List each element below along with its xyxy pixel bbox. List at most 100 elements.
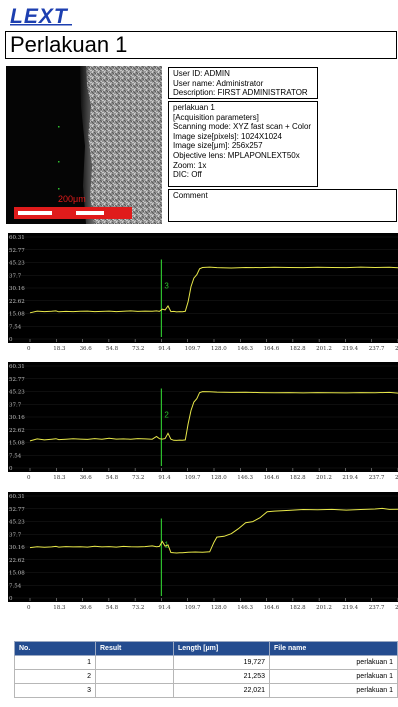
param-line: Scanning mode: XYZ fast scan + Color xyxy=(173,122,312,132)
x-tick-label: 164.6 xyxy=(264,346,280,352)
scale-label: 200μm xyxy=(58,194,86,204)
col-header-length: Length [µm] xyxy=(173,641,270,656)
profile-chart-svg: 60.31 52.77 45.23 37.7 30.16 22.62 15.08 7.54 0 0… xyxy=(8,492,398,611)
x-tick-label: 164.6 xyxy=(264,475,280,481)
x-tick-label: 219.4 xyxy=(342,475,358,481)
profile-chart-1: 60.31 52.77 45.23 37.7 30.16 22.62 15.08 7.54 0 0… xyxy=(0,492,398,618)
y-tick-label: 22.62 xyxy=(9,428,25,434)
y-tick-label: 37.7 xyxy=(9,402,22,408)
y-tick-label: 15.08 xyxy=(9,441,25,447)
y-tick-label: 0 xyxy=(9,466,13,472)
comment-box: Comment xyxy=(168,189,397,222)
table-row: 1 19,727 perlakuan 1 xyxy=(14,655,398,670)
x-tick-label: 91.4 xyxy=(158,605,171,611)
cell-length: 21,253 xyxy=(173,669,270,684)
x-tick-label: 73.2 xyxy=(132,475,144,481)
x-tick-label: 146.3 xyxy=(237,346,253,352)
x-tick-label: 182.8 xyxy=(290,475,306,481)
y-tick-label: 52.77 xyxy=(9,377,25,383)
table-header-row: No. Result Length [µm] File name xyxy=(14,641,398,656)
y-tick-label: 60.31 xyxy=(9,494,25,500)
cell-result xyxy=(95,669,174,684)
cell-file: perlakuan 1 xyxy=(269,655,398,670)
scale-bar xyxy=(14,207,132,219)
x-tick-label: 256 xyxy=(395,346,398,352)
y-tick-label: 15.08 xyxy=(9,571,25,577)
y-tick-label: 45.23 xyxy=(9,261,25,267)
x-tick-label: 0 xyxy=(27,475,31,481)
x-tick-label: 0 xyxy=(27,346,31,352)
report-title: Perlakuan 1 xyxy=(5,31,397,59)
y-tick-label: 60.31 xyxy=(9,364,25,370)
marker-label: 3 xyxy=(164,281,169,290)
x-tick-label: 201.2 xyxy=(316,475,332,481)
x-tick-label: 219.4 xyxy=(342,346,358,352)
param-line: Image size[μm]: 256x257 xyxy=(173,141,263,151)
profile-line xyxy=(29,266,398,314)
cell-length: 19,727 xyxy=(173,655,270,670)
x-tick-label: 109.7 xyxy=(185,346,201,352)
x-tick-label: 18.3 xyxy=(53,346,66,352)
marker-label: 1 xyxy=(164,540,169,549)
x-tick-label: 18.3 xyxy=(53,605,66,611)
y-tick-label: 30.16 xyxy=(9,545,25,551)
cell-no: 1 xyxy=(14,655,96,670)
profile-chart-svg: 60.31 52.77 45.23 37.7 30.16 22.62 15.08 7.54 0 0… xyxy=(8,233,398,352)
col-header-file-name: File name xyxy=(269,641,398,656)
marker-label: 2 xyxy=(164,410,169,419)
table-row: 2 21,253 perlakuan 1 xyxy=(14,669,398,684)
profile-line xyxy=(29,391,398,442)
x-tick-label: 54.8 xyxy=(106,346,119,352)
y-tick-label: 52.77 xyxy=(9,507,25,513)
profile-line xyxy=(29,507,398,554)
x-tick-label: 237.7 xyxy=(369,475,385,481)
x-tick-label: 54.8 xyxy=(106,605,119,611)
user-name: User name: Administrator xyxy=(173,78,264,88)
x-tick-label: 201.2 xyxy=(316,605,332,611)
acquisition-parameters-box: perlakuan 1 [Acquisition parameters] Sca… xyxy=(168,101,318,187)
cell-no: 2 xyxy=(14,669,96,684)
logo-text: LEXT xyxy=(10,5,69,26)
x-tick-label: 237.7 xyxy=(369,605,385,611)
param-line: Objective lens: MPLAPONLEXT50x xyxy=(173,150,300,160)
y-tick-label: 7.54 xyxy=(9,453,22,459)
profile-chart-3: 60.31 52.77 45.23 37.7 30.16 22.62 15.08 7.54 0 0… xyxy=(0,233,398,359)
x-tick-label: 73.2 xyxy=(132,605,144,611)
surface-micrograph: 200μm xyxy=(6,66,162,224)
x-tick-label: 128.0 xyxy=(211,475,227,481)
table-row: 3 22,021 perlakuan 1 xyxy=(14,683,398,698)
x-tick-label: 201.2 xyxy=(316,346,332,352)
x-tick-label: 146.3 xyxy=(237,475,253,481)
y-tick-label: 45.23 xyxy=(9,520,25,526)
y-tick-label: 30.16 xyxy=(9,286,25,292)
user-info-box: User ID: ADMIN User name: Administrator … xyxy=(168,67,318,99)
x-tick-label: 36.6 xyxy=(80,475,93,481)
lext-logo: LEXT xyxy=(10,5,72,26)
param-line: Image size[pixels]: 1024X1024 xyxy=(173,131,282,141)
comment-label: Comment xyxy=(173,191,208,200)
cell-file: perlakuan 1 xyxy=(269,669,398,684)
y-tick-label: 37.7 xyxy=(9,273,22,279)
cell-result xyxy=(95,655,174,670)
col-header-result: Result xyxy=(95,641,174,656)
x-tick-label: 91.4 xyxy=(158,475,171,481)
x-tick-label: 36.6 xyxy=(80,346,93,352)
x-tick-label: 128.0 xyxy=(211,346,227,352)
x-tick-label: 73.2 xyxy=(132,346,144,352)
y-tick-label: 15.08 xyxy=(9,312,25,318)
profile-chart-svg: 60.31 52.77 45.23 37.7 30.16 22.62 15.08 7.54 0 0… xyxy=(8,362,398,481)
param-line: [Acquisition parameters] xyxy=(173,112,259,122)
x-tick-label: 256 xyxy=(395,605,398,611)
cell-length: 22,021 xyxy=(173,683,270,698)
cell-result xyxy=(95,683,174,698)
y-tick-label: 37.7 xyxy=(9,532,22,538)
param-line: Zoom: 1x xyxy=(173,160,207,170)
profile-chart-2: 60.31 52.77 45.23 37.7 30.16 22.62 15.08 7.54 0 0… xyxy=(0,362,398,488)
x-tick-label: 18.3 xyxy=(53,475,66,481)
y-tick-label: 0 xyxy=(9,596,13,602)
x-tick-label: 146.3 xyxy=(237,605,253,611)
cell-no: 3 xyxy=(14,683,96,698)
user-description: Description: FIRST ADMINISTRATOR xyxy=(173,88,308,98)
results-table: No. Result Length [µm] File name 1 19,72… xyxy=(14,641,398,698)
y-tick-label: 22.62 xyxy=(9,299,25,305)
